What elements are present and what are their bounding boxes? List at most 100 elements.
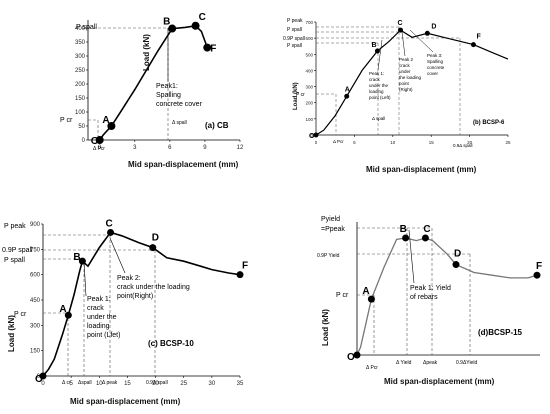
panel-bcsp6-point-a xyxy=(344,93,350,99)
panel-cb-peak-annotation-line2: Spalling xyxy=(156,92,181,99)
panel-bcsp10-x-tick-label: 15 xyxy=(124,381,131,387)
panel-bcsp6-point-label-f: F xyxy=(476,34,481,41)
panel-cb-x-tick-label: 3 xyxy=(133,145,137,151)
panel-bcsp6-d-09-spall-label: 0.9Δ spall xyxy=(453,143,473,148)
panel-bcsp6-points: O A B C D F xyxy=(309,20,481,140)
panel-bcsp15-point-b xyxy=(402,234,410,242)
panel-bcsp15-point-label-b: B xyxy=(400,224,407,235)
panel-bcsp6-point-label-d: D xyxy=(431,23,436,30)
panel-cb-y-tick-label: 300 xyxy=(75,54,86,60)
panel-bcsp10-point-a xyxy=(64,311,72,319)
panel-bcsp6-point-b xyxy=(374,48,380,54)
panel-bcsp10-y-ticks: 0 150 300 450 600 750 900 xyxy=(30,222,43,380)
panel-cb-x-tick-label: 12 xyxy=(237,145,244,151)
panel-cb-y-tick-label: 0 xyxy=(82,138,86,144)
panel-bcsp10-panel-label: (c) BCSP-10 xyxy=(148,339,194,348)
panel-bcsp15-point-a xyxy=(367,295,375,303)
svg-text:under: under xyxy=(399,69,411,74)
panel-bcsp10: 0 150 300 450 600 750 900 0 5 10 15 20 25 30 35 O A B C D… xyxy=(2,218,248,406)
panel-bcsp6-p-spall-top-label: P spall xyxy=(287,27,302,33)
panel-bcsp6-y-ticks: 0 100 200 300 400 500 600 700 xyxy=(305,20,316,138)
panel-cb-point-o xyxy=(95,136,104,144)
panel-bcsp6-x-tick-label: 15 xyxy=(429,140,435,145)
svg-text:Spalling: Spalling xyxy=(427,59,444,64)
panel-bcsp10-x-tick-label: 30 xyxy=(209,381,216,387)
svg-text:loading: loading xyxy=(87,323,110,330)
panel-bcsp10-point-label-a: A xyxy=(59,304,66,315)
panel-bcsp10-annotations: Peak 1: crack under the loading point (L… xyxy=(83,237,190,339)
panel-cb-points: OA B C F xyxy=(91,12,217,147)
panel-bcsp6-p-peak-label: P peak xyxy=(287,18,303,24)
svg-text:point(Right): point(Right) xyxy=(117,293,153,300)
svg-text:point: point xyxy=(399,81,410,86)
panel-bcsp15-point-d xyxy=(452,261,460,269)
panel-bcsp10-y-tick-label: 0 xyxy=(37,374,41,380)
svg-text:crack: crack xyxy=(87,305,104,312)
panel-bcsp6-p-spall-bot-label: P spall xyxy=(287,43,302,49)
panel-bcsp6-point-label-b: B xyxy=(371,42,376,49)
panel-cb-y-tick-label: 400 xyxy=(75,26,86,32)
panel-bcsp10-y-tick-label: 150 xyxy=(30,349,41,355)
panel-bcsp10-point-d xyxy=(149,244,157,252)
panel-bcsp10-y-tick-label: 300 xyxy=(30,323,41,329)
panel-bcsp6-x-tick-label: 10 xyxy=(390,140,396,145)
panel-bcsp15-x-label: Mid span-displacement (mm) xyxy=(384,377,495,386)
panel-bcsp6-point-label-c: C xyxy=(397,20,402,27)
panel-bcsp15-d-yield-label: Δ Yield xyxy=(396,360,412,366)
panel-bcsp10-y-tick-label: 600 xyxy=(30,273,41,279)
svg-text:Peak 1: Yield: Peak 1: Yield xyxy=(410,285,451,292)
panel-bcsp10-x-tick-label: 5 xyxy=(69,381,73,387)
panel-bcsp10-point-label-b: B xyxy=(73,252,80,263)
panel-bcsp6-y-tick-label: 500 xyxy=(305,52,313,57)
panel-bcsp6-x-tick-label: 20 xyxy=(467,140,473,145)
panel-cb-x-tick-label: 6 xyxy=(168,145,172,151)
svg-text:crack under the loading: crack under the loading xyxy=(117,284,190,291)
panel-bcsp6-y-tick-label: 200 xyxy=(305,101,313,106)
panel-bcsp10-x-label: Mid span-displacement (mm) xyxy=(70,397,181,406)
panel-bcsp15-p-yield-label-line2: =Ppeak xyxy=(321,226,345,233)
panel-bcsp6-y-label: Load (kN) xyxy=(293,82,299,110)
panel-bcsp15-point-o xyxy=(353,351,361,359)
svg-text:point (Left): point (Left) xyxy=(369,95,391,100)
panel-bcsp6-y-tick-label: 0 xyxy=(310,133,313,138)
panel-bcsp10-y-tick-label: 900 xyxy=(30,222,41,228)
svg-text:Peak 1:: Peak 1: xyxy=(369,71,384,76)
panel-bcsp10-x-tick-label: 35 xyxy=(237,381,244,387)
panel-bcsp15-annotations: Peak 1: Yield of rebars xyxy=(408,229,451,301)
panel-cb-y-label: Load (kN) xyxy=(142,34,151,71)
panel-bcsp15-point-label-c: C xyxy=(423,224,430,235)
panel-cb-point-label-f: F xyxy=(210,44,216,55)
svg-text:cover: cover xyxy=(427,71,439,76)
panel-bcsp6-y-tick-label: 300 xyxy=(305,85,313,90)
panel-bcsp6-point-label-a: A xyxy=(345,86,350,93)
panel-bcsp10-x-tick-label: 10 xyxy=(96,381,103,387)
panel-cb-y-ticks: 0 50 100 150 200 250 300 350 400 xyxy=(75,26,88,144)
panel-cb-y-tick-label: 350 xyxy=(75,40,86,46)
svg-text:under the: under the xyxy=(87,314,117,321)
panel-bcsp10-point-label-f: F xyxy=(242,261,248,272)
svg-text:Peak 1:: Peak 1: xyxy=(87,296,111,303)
panel-bcsp10-point-c xyxy=(107,228,115,236)
panel-bcsp6-x-tick-label: 5 xyxy=(353,140,356,145)
panel-bcsp6-y-tick-label: 400 xyxy=(305,68,313,73)
panel-cb-frame xyxy=(70,8,250,150)
panel-bcsp10-d-cr-label: Δ cr xyxy=(62,380,71,386)
panel-bcsp10-p-spall-label: P spall xyxy=(4,257,25,264)
panel-bcsp10-point-label-d: D xyxy=(152,233,159,244)
svg-text:the loading: the loading xyxy=(399,75,422,80)
panel-bcsp6-x-tick-label: 25 xyxy=(505,140,511,145)
svg-text:Peak 3:: Peak 3: xyxy=(427,53,442,58)
panel-bcsp10-p-cr-label: P cr xyxy=(14,311,27,318)
panel-bcsp6-p-09-spall-label: 0.9P spall xyxy=(283,36,305,42)
panel-bcsp6-panel-label: (b) BCSP-6 xyxy=(473,120,505,126)
panel-bcsp10-y-tick-label: 750 xyxy=(30,247,41,253)
panel-cb-point-f xyxy=(203,43,212,52)
panel-bcsp10-d-peak-label: Δ peak xyxy=(102,380,118,386)
panel-bcsp6-point-c xyxy=(397,27,403,33)
svg-text:under the: under the xyxy=(369,83,389,88)
svg-text:loading: loading xyxy=(369,89,384,94)
svg-text:of rebars: of rebars xyxy=(410,294,438,301)
panel-bcsp10-x-ticks: 0 5 10 15 20 25 30 35 xyxy=(41,376,244,387)
panel-bcsp10-p-09-spall-label: 0.9P spall xyxy=(2,247,33,254)
